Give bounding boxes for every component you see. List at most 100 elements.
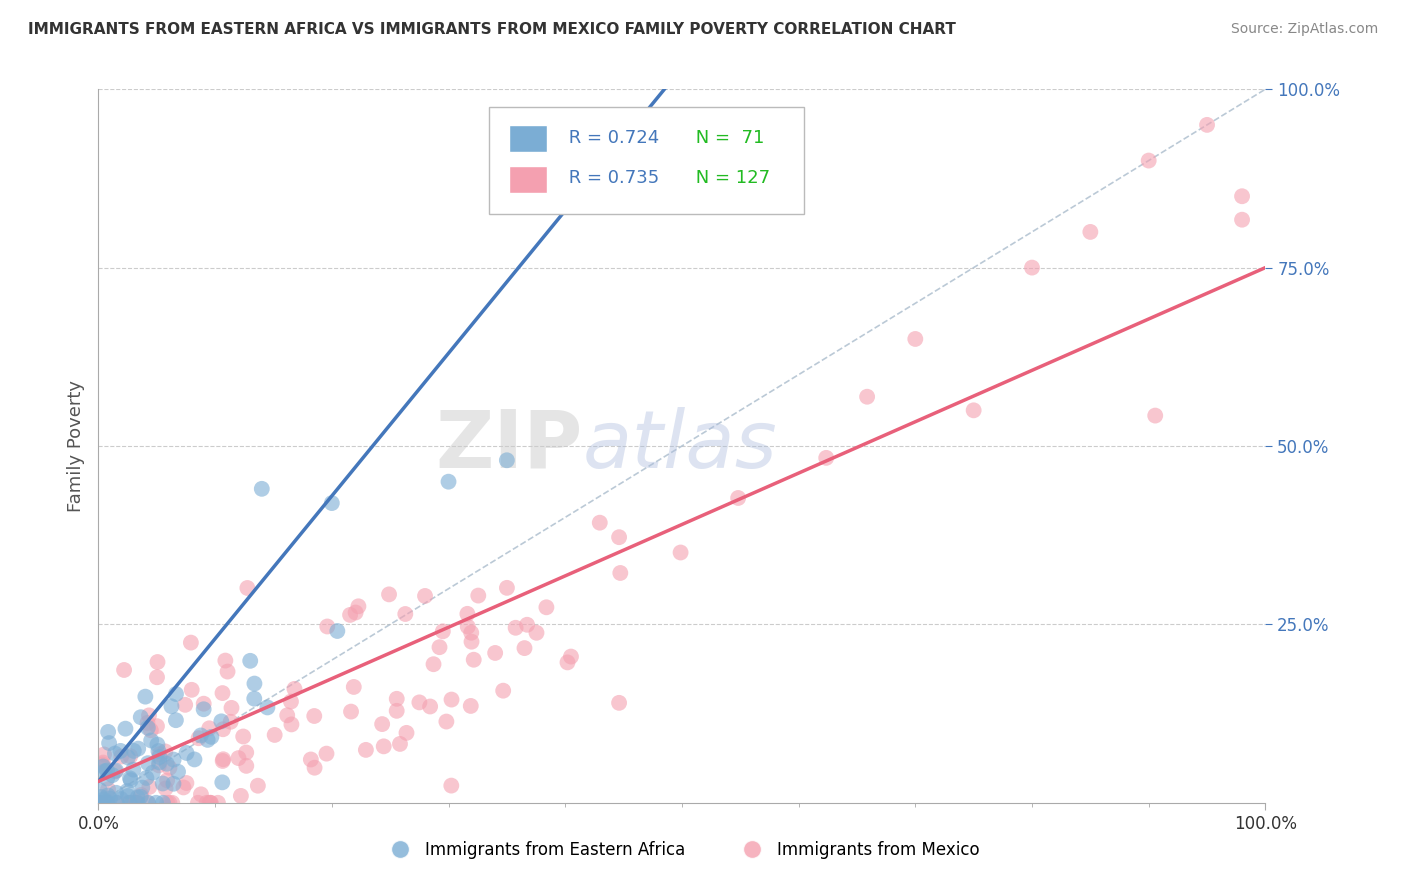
Point: [343, 680, 366, 694]
Legend: Immigrants from Eastern Africa, Immigrants from Mexico: Immigrants from Eastern Africa, Immigran…: [377, 835, 987, 866]
Point: [148, 750, 170, 764]
Point: [340, 705, 363, 719]
Point: [136, 756, 159, 771]
Point: [148, 747, 170, 761]
Point: [105, 796, 128, 810]
Point: [219, 714, 242, 729]
Point: [378, 587, 401, 601]
FancyBboxPatch shape: [489, 107, 804, 214]
Point: [246, 779, 269, 793]
Point: [120, 773, 142, 788]
Point: [463, 653, 485, 667]
Point: [176, 746, 198, 760]
Point: [193, 702, 215, 716]
Point: [148, 756, 170, 770]
Point: [321, 496, 343, 510]
Point: [91, 756, 114, 770]
Point: [388, 737, 411, 751]
Point: [98, 736, 121, 750]
Point: [160, 699, 183, 714]
Point: [214, 654, 236, 668]
Point: [125, 796, 148, 810]
Point: [156, 773, 179, 788]
Point: [162, 753, 184, 767]
Point: [263, 728, 285, 742]
Point: [235, 746, 257, 760]
Point: [104, 764, 127, 779]
Point: [155, 744, 177, 758]
Point: [432, 624, 454, 639]
Point: [243, 691, 266, 706]
Point: [94, 796, 117, 810]
Point: [136, 796, 159, 810]
Point: [513, 641, 536, 656]
Point: [96, 764, 118, 778]
Point: [93, 747, 115, 762]
Point: [93, 764, 115, 779]
Point: [91, 757, 114, 772]
Point: [114, 722, 136, 736]
Point: [394, 607, 416, 621]
Point: [98, 791, 121, 805]
Point: [276, 708, 298, 723]
Point: [280, 717, 302, 731]
Point: [440, 779, 463, 793]
Point: [165, 687, 187, 701]
Point: [97, 725, 120, 739]
Point: [235, 759, 257, 773]
Point: [413, 589, 436, 603]
Point: [89, 796, 111, 810]
Point: [536, 600, 558, 615]
Point: [127, 741, 149, 756]
Point: [122, 763, 145, 777]
Point: [146, 670, 169, 684]
Point: [112, 663, 135, 677]
Point: [174, 698, 197, 712]
Text: Source: ZipAtlas.com: Source: ZipAtlas.com: [1230, 22, 1378, 37]
Text: R = 0.735: R = 0.735: [562, 169, 659, 187]
Point: [136, 721, 159, 735]
Point: [152, 796, 174, 810]
Point: [1144, 409, 1167, 423]
Text: R = 0.724: R = 0.724: [562, 128, 659, 146]
Point: [299, 752, 322, 766]
Point: [1230, 212, 1253, 227]
Point: [316, 619, 339, 633]
Point: [283, 681, 305, 696]
Point: [815, 450, 838, 465]
Point: [110, 792, 132, 806]
Point: [190, 787, 212, 801]
Point: [139, 723, 162, 738]
Point: [198, 721, 221, 735]
Point: [200, 796, 222, 810]
Point: [198, 796, 221, 810]
Point: [211, 775, 233, 789]
Text: ZIP: ZIP: [436, 407, 582, 485]
Point: [344, 606, 367, 620]
Point: [90, 789, 112, 804]
Point: [607, 530, 630, 544]
Point: [134, 690, 156, 704]
Point: [97, 796, 120, 810]
Point: [408, 695, 430, 709]
Point: [505, 621, 527, 635]
Point: [172, 780, 194, 795]
Point: [125, 796, 148, 810]
Point: [157, 796, 180, 810]
Point: [110, 749, 132, 764]
Point: [256, 700, 278, 714]
Point: [339, 607, 361, 622]
Point: [962, 403, 984, 417]
Point: [212, 752, 235, 766]
Point: [125, 796, 148, 810]
Point: [492, 683, 515, 698]
Point: [221, 701, 243, 715]
Point: [434, 714, 457, 729]
Point: [90, 796, 112, 810]
Point: [127, 796, 149, 810]
Point: [460, 634, 482, 648]
Point: [129, 710, 152, 724]
Point: [347, 599, 370, 614]
Point: [148, 744, 170, 758]
Point: [456, 607, 478, 621]
